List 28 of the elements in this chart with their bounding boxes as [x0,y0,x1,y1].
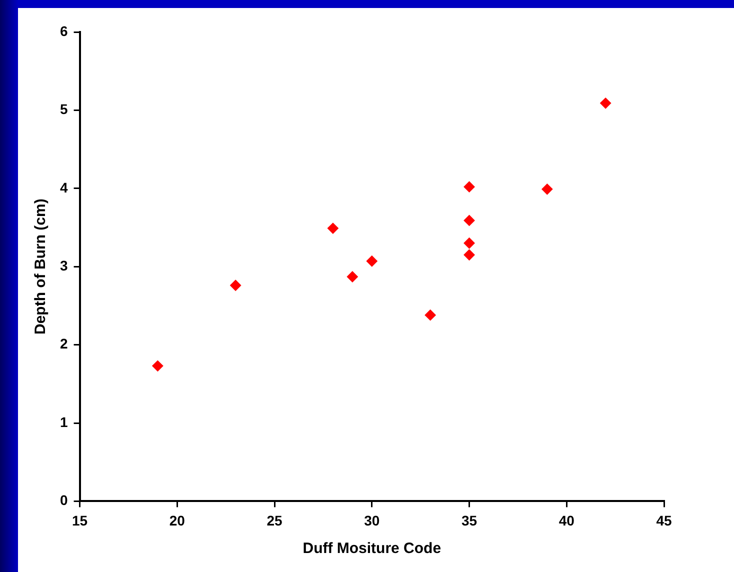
point [152,360,164,372]
point [464,249,475,260]
x-tick-label: 45 [656,512,672,528]
y-tick-label: 3 [60,257,68,274]
y-axis-title: Depth of Burn (cm) [32,198,50,335]
y-tick-label: 1 [60,414,68,430]
x-tick-label: 35 [461,512,478,528]
y-tick-label: 5 [60,101,68,118]
point [464,214,475,226]
point [366,256,378,267]
point [346,271,358,282]
point [600,98,612,109]
x-tick-label: 40 [558,512,575,528]
y-tick-label: 0 [60,492,68,508]
y-tick-label: 4 [60,179,68,196]
point [464,238,475,249]
x-tick-label: 25 [266,512,283,528]
point [542,184,553,195]
point [327,222,338,234]
point [230,280,242,291]
x-tick-label: 20 [169,512,186,528]
x-tick-label: 30 [364,512,380,528]
y-tick-label: 6 [60,22,68,39]
x-axis-title: Duff Mositure Code [302,540,442,558]
point [464,181,475,192]
x-tick-label: 15 [72,512,88,528]
y-tick-label: 2 [60,336,68,352]
point [424,310,436,321]
